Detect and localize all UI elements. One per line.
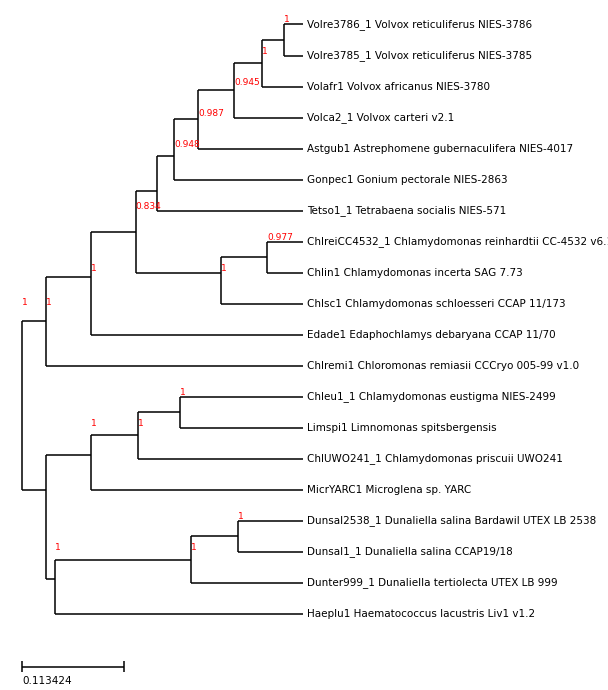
Text: Limspi1 Limnomonas spitsbergensis: Limspi1 Limnomonas spitsbergensis [307, 423, 497, 433]
Text: Chlin1 Chlamydomonas incerta SAG 7.73: Chlin1 Chlamydomonas incerta SAG 7.73 [307, 268, 523, 277]
Text: 1: 1 [263, 46, 268, 55]
Text: Edade1 Edaphochlamys debaryana CCAP 11/70: Edade1 Edaphochlamys debaryana CCAP 11/7… [307, 330, 556, 339]
Text: 1: 1 [91, 419, 97, 428]
Text: 0.113424: 0.113424 [22, 676, 72, 686]
Text: 1: 1 [139, 419, 144, 428]
Text: Tetso1_1 Tetrabaena socialis NIES-571: Tetso1_1 Tetrabaena socialis NIES-571 [307, 205, 506, 216]
Text: ChlreiCC4532_1 Chlamydomonas reinhardtii CC-4532 v6.1: ChlreiCC4532_1 Chlamydomonas reinhardtii… [307, 236, 608, 247]
Text: 1: 1 [91, 264, 97, 273]
Text: 1: 1 [181, 388, 186, 397]
Text: Volca2_1 Volvox carteri v2.1: Volca2_1 Volvox carteri v2.1 [307, 112, 454, 123]
Text: MicrYARC1 Microglena sp. YARC: MicrYARC1 Microglena sp. YARC [307, 485, 471, 495]
Text: 0.987: 0.987 [198, 108, 224, 117]
Text: 1: 1 [221, 264, 227, 273]
Text: 1: 1 [284, 15, 289, 24]
Text: Volre3786_1 Volvox reticuliferus NIES-3786: Volre3786_1 Volvox reticuliferus NIES-37… [307, 19, 532, 30]
Text: ChlUWO241_1 Chlamydomonas priscuii UWO241: ChlUWO241_1 Chlamydomonas priscuii UWO24… [307, 453, 563, 464]
Text: Gonpec1 Gonium pectorale NIES-2863: Gonpec1 Gonium pectorale NIES-2863 [307, 175, 508, 185]
Text: 1: 1 [46, 298, 51, 307]
Text: 0.977: 0.977 [267, 233, 293, 241]
Text: 1: 1 [191, 543, 197, 552]
Text: Chleu1_1 Chlamydomonas eustigma NIES-2499: Chleu1_1 Chlamydomonas eustigma NIES-249… [307, 391, 556, 402]
Text: Volafr1 Volvox africanus NIES-3780: Volafr1 Volvox africanus NIES-3780 [307, 81, 490, 92]
Text: Haeplu1 Haematococcus lacustris Liv1 v1.2: Haeplu1 Haematococcus lacustris Liv1 v1.… [307, 609, 535, 619]
Text: 1: 1 [238, 512, 244, 521]
Text: 0.945: 0.945 [234, 77, 260, 86]
Text: 1: 1 [55, 543, 61, 552]
Text: Chlsc1 Chlamydomonas schloesseri CCAP 11/173: Chlsc1 Chlamydomonas schloesseri CCAP 11… [307, 299, 565, 308]
Text: Dunsal2538_1 Dunaliella salina Bardawil UTEX LB 2538: Dunsal2538_1 Dunaliella salina Bardawil … [307, 515, 596, 526]
Text: 1: 1 [22, 298, 28, 307]
Text: 0.948: 0.948 [174, 139, 200, 148]
Text: Dunsal1_1 Dunaliella salina CCAP19/18: Dunsal1_1 Dunaliella salina CCAP19/18 [307, 546, 513, 558]
Text: Chlremi1 Chloromonas remiasii CCCryo 005-99 v1.0: Chlremi1 Chloromonas remiasii CCCryo 005… [307, 361, 579, 371]
Text: Astgub1 Astrephomene gubernaculifera NIES-4017: Astgub1 Astrephomene gubernaculifera NIE… [307, 144, 573, 154]
Text: 0.834: 0.834 [136, 201, 162, 210]
Text: Dunter999_1 Dunaliella tertiolecta UTEX LB 999: Dunter999_1 Dunaliella tertiolecta UTEX … [307, 578, 558, 589]
Text: Volre3785_1 Volvox reticuliferus NIES-3785: Volre3785_1 Volvox reticuliferus NIES-37… [307, 50, 532, 61]
